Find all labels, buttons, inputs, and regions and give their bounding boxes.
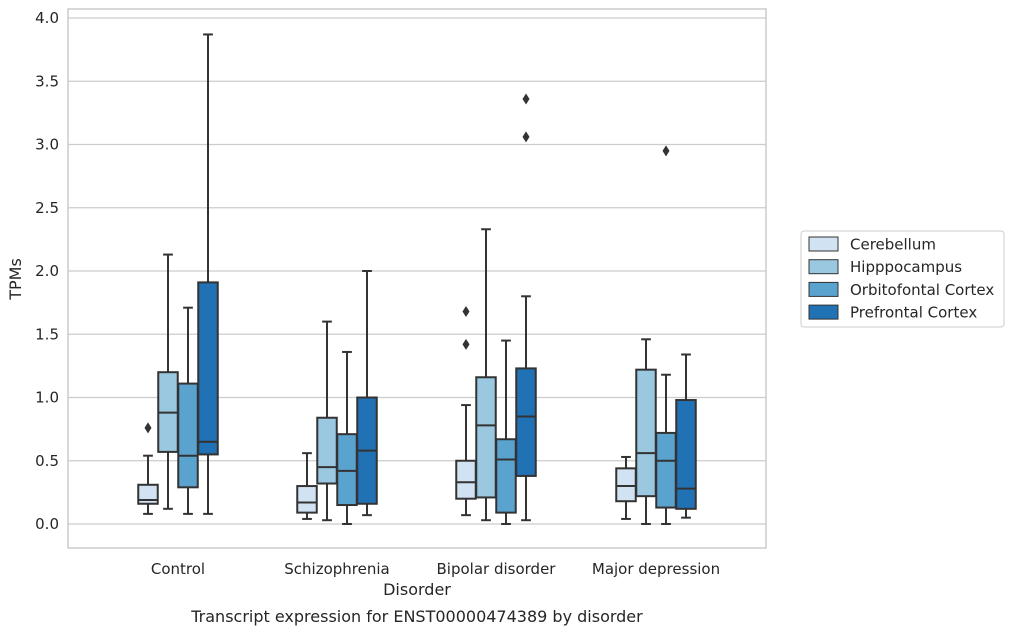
category-group-major-depression <box>615 145 697 525</box>
outlier-point <box>462 338 470 350</box>
y-tick-label: 2.5 <box>35 199 59 217</box>
legend-swatch <box>808 281 839 297</box>
legend-swatch <box>808 304 839 320</box>
box-body <box>336 433 358 507</box>
x-tick-label: Control <box>151 560 205 578</box>
box-body <box>177 382 199 489</box>
y-axis-title: TPMs <box>6 258 25 301</box>
category-group-control <box>137 33 219 515</box>
box-body <box>455 459 477 500</box>
x-axis-title: Disorder <box>383 580 451 599</box>
x-tick-labels: Control Schizophrenia Bipolar disorder Majo… <box>151 560 720 578</box>
legend-label: Hipppocampus <box>850 258 962 276</box>
box-body <box>296 485 318 514</box>
outlier-point <box>144 422 152 434</box>
box-groups <box>137 33 697 525</box>
y-tick-label: 0.5 <box>35 452 59 470</box>
y-tick-labels: 0.0 0.5 1.0 1.5 2.0 2.5 3.0 3.5 4.0 <box>35 9 59 533</box>
box-body <box>197 281 219 456</box>
legend-label: Cerebellum <box>850 236 936 254</box>
box-hipppocampus <box>157 253 179 510</box>
legend-swatch <box>808 259 839 275</box>
legend-swatch <box>808 236 839 252</box>
y-tick-label: 3.5 <box>35 72 59 90</box>
box-orbitofontal-cortex <box>336 350 358 525</box>
box-body <box>675 399 697 510</box>
x-tick-label: Schizophrenia <box>284 560 389 578</box>
y-tick-label: 1.5 <box>35 325 59 343</box>
category-group-schizophrenia <box>296 270 378 525</box>
y-tick-label: 0.0 <box>35 515 59 533</box>
outlier-point <box>662 145 670 157</box>
legend-label: Prefrontal Cortex <box>850 304 977 322</box>
plot-frame <box>67 8 767 549</box>
box-body <box>475 376 497 499</box>
legend: Cerebellum Hipppocampus Orbitofontal Corte… <box>800 230 1005 328</box>
x-tick-label: Bipolar disorder <box>437 560 557 578</box>
box-hipppocampus <box>475 228 497 522</box>
category-group-bipolar-disorder <box>455 93 537 525</box>
box-cerebellum <box>137 422 159 515</box>
box-prefrontal-cortex <box>675 353 697 519</box>
box-body <box>635 368 657 498</box>
outlier-point <box>462 305 470 317</box>
y-tick-label: 4.0 <box>35 9 59 27</box>
box-body <box>655 431 677 509</box>
outlier-point <box>522 131 530 143</box>
legend-label: Orbitofontal Cortex <box>850 281 994 299</box>
chart-caption: Transcript expression for ENST0000047438… <box>190 607 643 626</box>
box-cerebellum <box>296 452 318 520</box>
y-tick-label: 3.0 <box>35 136 59 154</box>
y-tick-label: 1.0 <box>35 389 59 407</box>
outlier-point <box>522 93 530 105</box>
box-prefrontal-cortex <box>197 33 219 515</box>
box-body <box>495 438 517 514</box>
box-prefrontal-cortex <box>356 270 378 517</box>
box-orbitofontal-cortex <box>177 306 199 515</box>
legend-frame <box>800 230 1005 328</box>
x-tick-label: Major depression <box>592 560 720 578</box>
y-tick-label: 2.0 <box>35 262 59 280</box>
box-body <box>615 467 637 503</box>
box-body <box>515 367 537 477</box>
box-body <box>316 416 338 485</box>
box-prefrontal-cortex <box>515 93 537 522</box>
